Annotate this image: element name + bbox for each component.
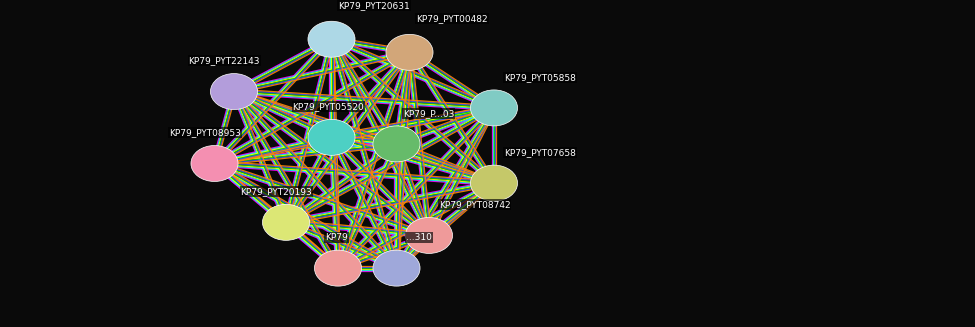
Ellipse shape — [406, 217, 452, 253]
Ellipse shape — [373, 250, 420, 286]
Ellipse shape — [262, 204, 309, 240]
Ellipse shape — [386, 34, 433, 70]
Text: KP79_PYT05858: KP79_PYT05858 — [504, 73, 575, 82]
Ellipse shape — [471, 90, 518, 126]
Ellipse shape — [315, 250, 362, 286]
Text: KP79_PYT20193: KP79_PYT20193 — [241, 187, 312, 196]
Text: KP79_PYT08953: KP79_PYT08953 — [169, 128, 241, 137]
Text: KP79_PYT20631: KP79_PYT20631 — [338, 1, 410, 10]
Ellipse shape — [471, 165, 518, 201]
Text: ...310: ...310 — [407, 233, 432, 242]
Ellipse shape — [373, 126, 420, 162]
Text: KP79_PYT08742: KP79_PYT08742 — [439, 200, 510, 209]
Ellipse shape — [191, 146, 238, 181]
Text: KP79: KP79 — [325, 233, 348, 242]
Text: KP79_P...03: KP79_P...03 — [403, 109, 454, 118]
Text: KP79_PYT05520: KP79_PYT05520 — [292, 102, 365, 111]
Ellipse shape — [211, 74, 257, 110]
Ellipse shape — [308, 119, 355, 155]
Text: KP79_PYT00482: KP79_PYT00482 — [416, 14, 488, 23]
Text: KP79_PYT07658: KP79_PYT07658 — [504, 148, 575, 157]
Text: KP79_PYT22143: KP79_PYT22143 — [188, 56, 260, 65]
Ellipse shape — [308, 21, 355, 57]
